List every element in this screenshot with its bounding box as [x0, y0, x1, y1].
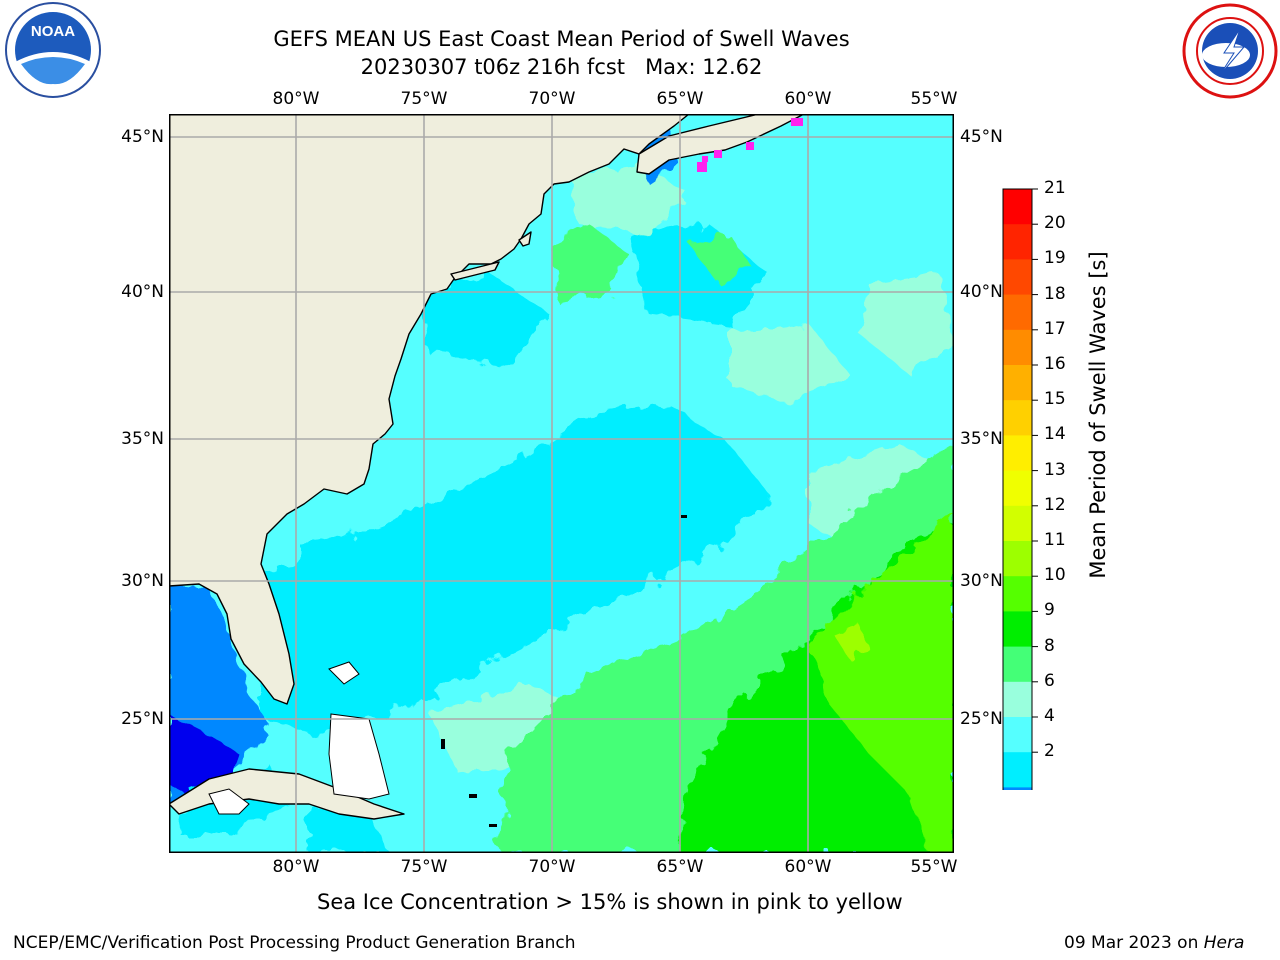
footer-machine: Hera: [1203, 933, 1245, 953]
lat-tick-left-5: 25°N: [121, 709, 164, 729]
bahamas-banks: [208, 661, 390, 815]
sea-ice-pixels: [697, 118, 803, 172]
lon-tick-bottom-4: 65°W: [656, 857, 704, 877]
colorbar-tick-label: 20: [1044, 213, 1066, 234]
colorbar-tick-label: 6: [1044, 670, 1055, 691]
national-weather-service-logo: [1182, 3, 1278, 99]
colorbar-label: Mean Period of Swell Waves [s]: [1086, 251, 1110, 579]
colorbar-bin: [1003, 294, 1032, 331]
lon-tick-top-1: 80°W: [272, 89, 320, 109]
colorbar-tick-label: 19: [1044, 248, 1066, 269]
lon-tick-bottom-2: 75°W: [400, 857, 448, 877]
lat-tick-left-4: 30°N: [121, 571, 164, 591]
chart-title: GEFS MEAN US East Coast Mean Period of S…: [273, 27, 850, 51]
colorbar-bin: [1003, 681, 1032, 718]
colorbar-bin: [1003, 787, 1032, 790]
colorbar-tick-label: 16: [1044, 354, 1066, 374]
colorbar-tick-label: 4: [1044, 706, 1055, 726]
lon-tick-bottom-5: 60°W: [784, 857, 832, 877]
islands: [441, 515, 687, 827]
colorbar-tick-label: 13: [1044, 459, 1066, 480]
colorbar-bin: [1003, 189, 1032, 225]
lat-tick-right-1: 45°N: [960, 127, 1003, 147]
colorbar-tick-label: 18: [1044, 283, 1066, 304]
colorbar-bin: [1003, 470, 1032, 507]
colorbar-bin: [1003, 646, 1032, 683]
colorbar-bin: [1003, 329, 1032, 366]
lon-tick-top-2: 75°W: [400, 89, 448, 109]
lon-tick-bottom-3: 70°W: [528, 857, 576, 877]
lon-tick-bottom-1: 80°W: [272, 857, 320, 877]
svg-text:NOAA: NOAA: [31, 23, 75, 40]
colorbar-tick-label: 21: [1044, 178, 1066, 198]
colorbar-bin: [1003, 752, 1032, 788]
lat-tick-right-5: 25°N: [960, 709, 1003, 729]
colorbar-tick-label: 8: [1044, 635, 1055, 656]
footer-date: 09 Mar 2023 on Hera: [1064, 933, 1244, 953]
lon-tick-bottom-6: 55°W: [910, 857, 958, 877]
colorbar-bin: [1003, 717, 1032, 753]
colorbar-tick-label: 17: [1044, 318, 1066, 339]
lon-tick-top-3: 70°W: [528, 89, 576, 109]
colorbar-tick-label: 12: [1044, 494, 1066, 515]
colorbar: [1002, 188, 1038, 790]
colorbar-bin: [1003, 259, 1032, 296]
lat-tick-right-2: 40°N: [960, 282, 1003, 302]
colorbar-tick-label: 11: [1044, 530, 1066, 550]
chart-subtitle: 20230307 t06z 216h fcst Max: 12.62: [360, 55, 763, 79]
colorbar-label-container: Mean Period of Swell Waves [s]: [1078, 180, 1118, 650]
lat-tick-left-3: 35°N: [121, 429, 164, 449]
field-4-6s: [259, 224, 769, 734]
map-frame: [169, 114, 954, 853]
graticule: [169, 114, 954, 853]
lon-tick-top-4: 65°W: [656, 89, 704, 109]
colorbar-bin: [1003, 541, 1032, 577]
colorbar-bin: [1003, 435, 1032, 472]
colorbar-tick-label: 9: [1044, 600, 1055, 621]
lon-tick-top-6: 55°W: [910, 89, 958, 109]
land: [169, 114, 805, 820]
colorbar-tick-label: 10: [1044, 565, 1066, 586]
field-11-12s: [809, 514, 954, 853]
colorbar-bin: [1003, 365, 1032, 401]
footer-date-text: 09 Mar 2023 on: [1064, 933, 1204, 953]
colorbar-tick-label: 2: [1044, 741, 1055, 762]
colorbar-bin: [1003, 224, 1032, 260]
colorbar-tick-label: 15: [1044, 389, 1066, 410]
lat-tick-right-4: 30°N: [960, 571, 1003, 591]
sea-ice-note: Sea Ice Concentration > 15% is shown in …: [317, 890, 903, 914]
swell-period-map: [169, 114, 954, 853]
colorbar-bin: [1003, 576, 1032, 612]
colorbar-tick-label: 14: [1044, 424, 1066, 445]
lat-tick-left-1: 45°N: [121, 127, 164, 147]
colorbar-bin: [1003, 400, 1032, 436]
noaa-logo: NOAA: [5, 2, 101, 98]
lon-tick-top-5: 60°W: [784, 89, 832, 109]
footer-branch: NCEP/EMC/Verification Post Processing Pr…: [13, 933, 576, 953]
colorbar-bin: [1003, 505, 1032, 542]
lat-tick-left-2: 40°N: [121, 282, 164, 302]
lat-tick-right-3: 35°N: [960, 429, 1003, 449]
colorbar-bin: [1003, 611, 1032, 648]
